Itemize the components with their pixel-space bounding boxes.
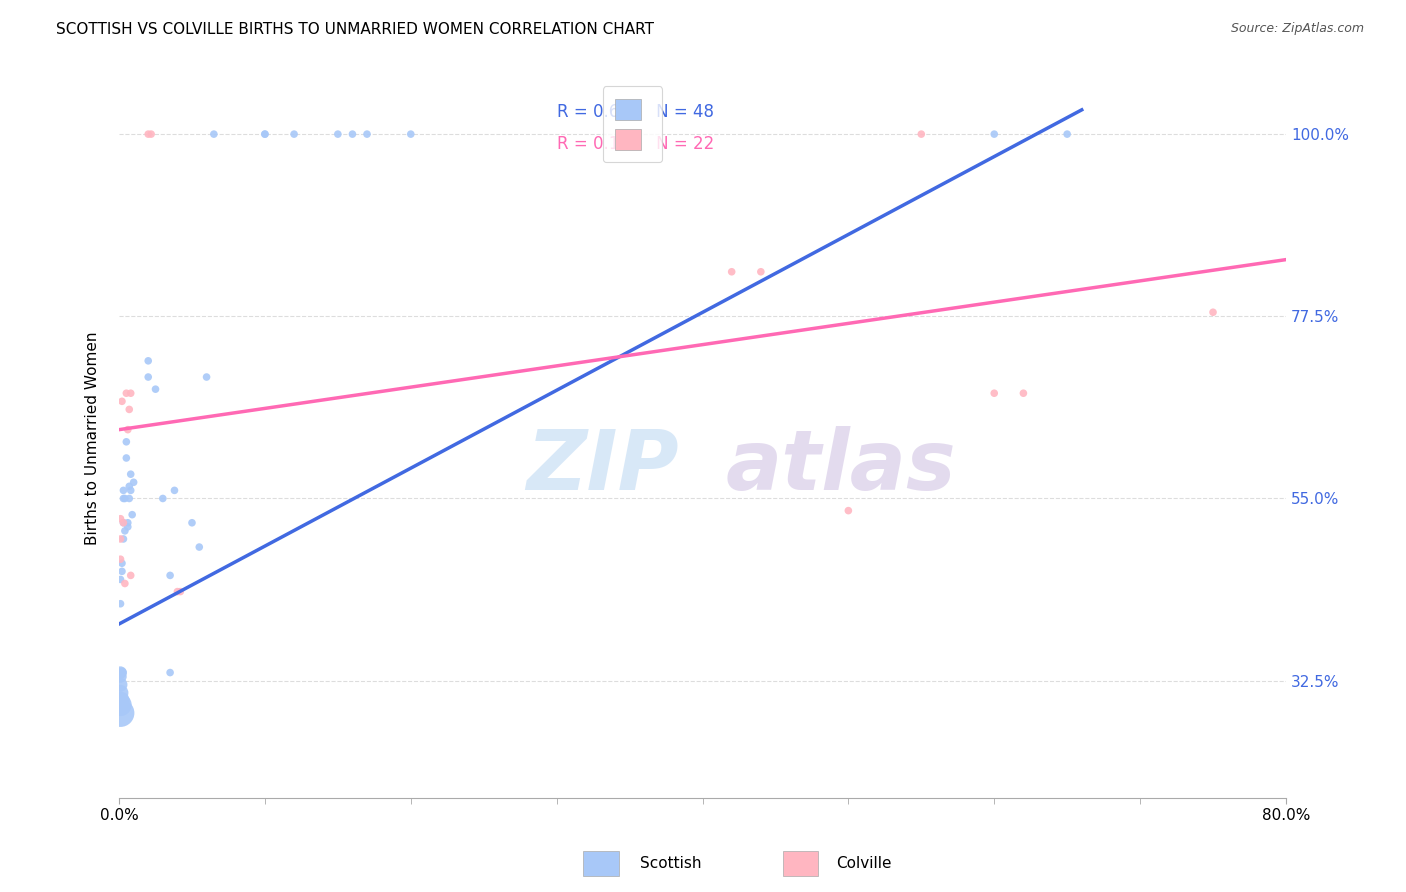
Colville bbox=[112, 516, 135, 530]
Scottish bbox=[136, 370, 159, 384]
Colville bbox=[120, 386, 142, 401]
Scottish bbox=[111, 556, 134, 570]
Colville bbox=[114, 576, 136, 591]
Scottish bbox=[120, 483, 142, 498]
Scottish bbox=[110, 670, 132, 684]
Scottish bbox=[110, 698, 132, 712]
Scottish bbox=[145, 382, 167, 396]
Scottish bbox=[110, 706, 132, 720]
Colville bbox=[111, 394, 134, 409]
Colville bbox=[136, 127, 159, 141]
Colville bbox=[749, 265, 772, 279]
Colville bbox=[117, 423, 139, 437]
Scottish bbox=[111, 565, 134, 579]
Scottish bbox=[110, 686, 132, 700]
Scottish bbox=[202, 127, 225, 141]
Scottish bbox=[115, 434, 138, 449]
Colville bbox=[118, 402, 141, 417]
Scottish bbox=[253, 127, 276, 141]
Colville bbox=[166, 584, 188, 599]
Scottish bbox=[118, 491, 141, 506]
Scottish bbox=[122, 475, 145, 490]
Colville bbox=[720, 265, 742, 279]
Scottish bbox=[181, 516, 204, 530]
Scottish bbox=[159, 665, 181, 680]
Colville bbox=[169, 584, 191, 599]
Scottish bbox=[120, 467, 142, 482]
Scottish bbox=[110, 694, 132, 708]
Scottish bbox=[195, 370, 218, 384]
Scottish bbox=[1056, 127, 1078, 141]
Scottish bbox=[188, 540, 211, 554]
Y-axis label: Births to Unmarried Women: Births to Unmarried Women bbox=[86, 331, 100, 544]
Scottish bbox=[121, 508, 143, 522]
Colville bbox=[139, 127, 162, 141]
Scottish bbox=[110, 573, 132, 587]
Scottish bbox=[356, 127, 378, 141]
Scottish bbox=[115, 450, 138, 465]
Colville bbox=[110, 552, 132, 566]
Colville bbox=[983, 386, 1005, 401]
Colville bbox=[110, 532, 132, 546]
Scottish bbox=[110, 665, 132, 680]
Scottish bbox=[136, 354, 159, 368]
Scottish bbox=[283, 127, 305, 141]
Scottish bbox=[117, 520, 139, 534]
Scottish bbox=[342, 127, 364, 141]
Colville bbox=[110, 512, 132, 526]
Scottish bbox=[326, 127, 349, 141]
Scottish bbox=[117, 516, 139, 530]
Colville bbox=[910, 127, 932, 141]
Colville bbox=[1202, 305, 1225, 319]
Scottish bbox=[111, 665, 134, 680]
Scottish bbox=[118, 479, 141, 493]
Scottish bbox=[110, 597, 132, 611]
Colville bbox=[120, 568, 142, 582]
Scottish bbox=[159, 568, 181, 582]
Legend: , : , bbox=[603, 87, 662, 162]
Scottish bbox=[163, 483, 186, 498]
Text: R = 0.194   N = 22: R = 0.194 N = 22 bbox=[557, 135, 714, 153]
Text: Colville: Colville bbox=[837, 856, 891, 871]
Text: atlas: atlas bbox=[725, 426, 956, 507]
Scottish bbox=[152, 491, 174, 506]
Colville bbox=[837, 503, 859, 517]
Scottish bbox=[114, 491, 136, 506]
Scottish bbox=[112, 516, 135, 530]
Scottish bbox=[399, 127, 422, 141]
Text: Scottish: Scottish bbox=[640, 856, 702, 871]
Text: R = 0.610   N = 48: R = 0.610 N = 48 bbox=[557, 103, 714, 121]
Scottish bbox=[112, 532, 135, 546]
Scottish bbox=[112, 491, 135, 506]
Scottish bbox=[983, 127, 1005, 141]
Scottish bbox=[110, 678, 132, 692]
Text: Source: ZipAtlas.com: Source: ZipAtlas.com bbox=[1230, 22, 1364, 36]
Text: SCOTTISH VS COLVILLE BIRTHS TO UNMARRIED WOMEN CORRELATION CHART: SCOTTISH VS COLVILLE BIRTHS TO UNMARRIED… bbox=[56, 22, 654, 37]
Text: ZIP: ZIP bbox=[526, 426, 679, 507]
Colville bbox=[115, 386, 138, 401]
Scottish bbox=[253, 127, 276, 141]
Scottish bbox=[112, 483, 135, 498]
Scottish bbox=[114, 524, 136, 538]
Colville bbox=[1012, 386, 1035, 401]
